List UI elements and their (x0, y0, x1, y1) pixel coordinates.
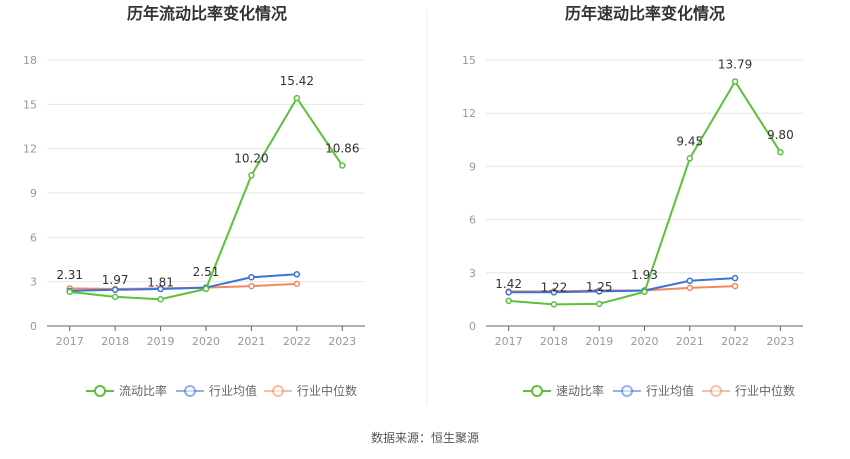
data-point (595, 300, 603, 308)
data-label: 1.42 (495, 277, 522, 291)
data-label: 1.97 (102, 273, 129, 287)
x-tick-label: 2022 (283, 335, 311, 348)
x-tick-label: 2019 (585, 335, 613, 348)
data-label: 9.45 (676, 134, 703, 148)
x-tick-label: 2017 (56, 335, 84, 348)
series-line (508, 277, 736, 294)
data-point (505, 297, 512, 305)
chart-title: 历年速动比率变化情况 (565, 4, 725, 23)
data-label: 1.93 (631, 268, 658, 282)
x-tick-label: 2017 (495, 335, 523, 348)
legend-item: 行业中位数 (264, 383, 357, 398)
data-point (248, 282, 255, 290)
data-label: 13.79 (718, 57, 752, 71)
legend-marker (94, 385, 106, 397)
x-tick-label: 2018 (101, 335, 129, 348)
source-label: 数据来源：恒生聚源 (371, 430, 479, 445)
x-tick-label: 2020 (631, 335, 659, 348)
data-label: 2.51 (193, 265, 220, 279)
data-point (293, 280, 301, 288)
legend-marker (272, 385, 284, 397)
data-point (686, 277, 694, 285)
data-point (550, 301, 558, 308)
data-point (595, 288, 603, 295)
x-tick-label: 2023 (766, 335, 794, 348)
data-point (111, 286, 119, 294)
legend-label: 流动比率 (119, 383, 167, 398)
data-point (339, 162, 346, 169)
legend-item: 流动比率 (86, 383, 167, 398)
y-tick-label: 0 (469, 320, 476, 333)
y-tick-label: 6 (30, 231, 37, 244)
data-point (157, 296, 164, 303)
y-tick-label: 15 (462, 54, 476, 67)
x-tick-label: 2023 (328, 335, 356, 348)
x-tick-label: 2021 (676, 335, 704, 348)
legend-label: 行业均值 (209, 383, 257, 398)
y-tick-label: 9 (30, 187, 37, 200)
series-line (69, 273, 297, 292)
y-tick-label: 9 (469, 160, 476, 173)
x-tick-label: 2020 (192, 335, 220, 348)
legend-item: 行业均值 (613, 383, 694, 398)
data-label: 1.81 (147, 275, 174, 289)
x-tick-label: 2021 (237, 335, 265, 348)
legend-item: 行业均值 (176, 383, 257, 398)
data-label: 1.22 (541, 280, 568, 294)
data-label: 10.20 (234, 151, 268, 165)
data-point (731, 274, 739, 282)
y-tick-label: 3 (469, 267, 476, 280)
y-tick-label: 6 (469, 214, 476, 227)
y-tick-label: 12 (23, 143, 37, 156)
data-point (777, 148, 784, 156)
legend-label: 行业中位数 (297, 383, 357, 398)
data-point (111, 293, 119, 301)
y-tick-label: 18 (23, 54, 37, 67)
data-point (731, 282, 739, 290)
legend-marker (184, 385, 196, 397)
x-tick-label: 2019 (147, 335, 175, 348)
data-point (505, 289, 512, 296)
data-label: 15.42 (280, 74, 314, 88)
data-point (293, 271, 301, 278)
legend-label: 行业中位数 (735, 383, 795, 398)
y-tick-label: 3 (30, 276, 37, 289)
data-point (731, 78, 739, 85)
legend-marker (710, 385, 722, 397)
data-label: 9.80 (767, 128, 794, 142)
data-label: 2.31 (56, 268, 83, 282)
data-point (202, 285, 210, 293)
data-point (157, 285, 164, 293)
legend-item: 速动比率 (523, 383, 604, 398)
data-point (686, 284, 694, 292)
data-point (248, 172, 255, 179)
data-label: 10.86 (325, 142, 359, 156)
y-tick-label: 15 (23, 98, 37, 111)
legend-item: 行业中位数 (702, 383, 795, 398)
chart-title: 历年流动比率变化情况 (127, 4, 287, 23)
data-point (686, 155, 694, 162)
quick-ratio-chart: 历年速动比率变化情况 0 3 6 9 12 15 2017 2018 2019 2020 2021 20… (462, 4, 803, 398)
y-tick-label: 12 (462, 107, 476, 120)
data-point (248, 273, 255, 281)
y-tick-label: 0 (30, 320, 37, 333)
data-point (293, 94, 301, 102)
data-point (66, 288, 73, 296)
data-point (550, 289, 558, 296)
data-point (641, 288, 648, 296)
legend-label: 行业均值 (646, 383, 694, 398)
x-tick-label: 2022 (721, 335, 749, 348)
legend-marker (621, 385, 633, 397)
x-tick-label: 2018 (540, 335, 568, 348)
legend-marker (531, 385, 543, 397)
current-ratio-chart: 历年流动比率变化情况 0 3 6 9 12 15 18 2017 2018 2019 2020 2021… (23, 4, 365, 398)
legend-label: 速动比率 (556, 383, 604, 398)
data-label: 1.25 (586, 280, 613, 294)
